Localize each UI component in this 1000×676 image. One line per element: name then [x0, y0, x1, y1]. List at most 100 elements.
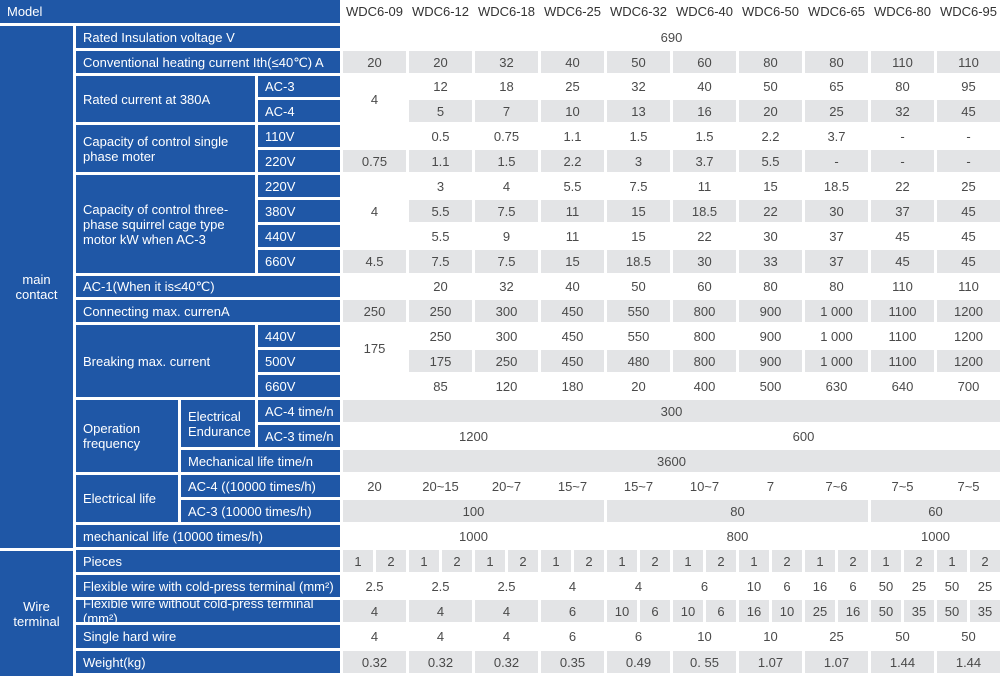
- row-14-value-6: 900: [739, 350, 802, 372]
- row-22-value-11: 1: [673, 550, 703, 572]
- row-22-value-15: 1: [805, 550, 835, 572]
- row-23-value-3: 2.5: [475, 575, 538, 597]
- row-12-value-6: 800: [673, 300, 736, 322]
- row-13-value-7: 900: [739, 325, 802, 347]
- row-15-value-6: 500: [739, 375, 802, 397]
- row-5-value-5: 1.5: [673, 125, 736, 147]
- row-26-value-4: 0.35: [541, 651, 604, 673]
- row-26-value-9: 1.44: [871, 651, 934, 673]
- model-header-3: WDC6-18: [475, 0, 538, 23]
- row-26-value-10: 1.44: [937, 651, 1000, 673]
- row-3-label-1: Rated current at 380A: [76, 76, 255, 122]
- row-10-label-1: 660V: [258, 250, 340, 273]
- row-15-value-3: 180: [541, 375, 604, 397]
- row-1-label-1: Rated Insulation voltage V: [76, 26, 340, 48]
- row-24-value-6: 6: [640, 600, 670, 622]
- row-12-value-4: 450: [541, 300, 604, 322]
- row-4-value-8: 32: [871, 100, 934, 122]
- row-14-value-2: 250: [475, 350, 538, 372]
- row-11-value-5: 60: [673, 276, 736, 297]
- row-22-value-2: 2: [376, 550, 406, 572]
- row-2-label-1: Conventional heating current Ith(≤40℃) A: [76, 51, 340, 73]
- row-3-value-8: 65: [805, 76, 868, 97]
- row-5-value-3: 1.1: [541, 125, 604, 147]
- row-24-value-2: 4: [409, 600, 472, 622]
- row-25-value-10: 50: [937, 625, 1000, 648]
- row-8-label-1-text: 380V: [265, 203, 296, 219]
- row-5-label-1-text: Capacity of control single phase moter: [83, 133, 229, 164]
- model-header-10: WDC6-95: [937, 0, 1000, 23]
- row-15-value-1: 85: [409, 375, 472, 397]
- row-13-label-1-text: Breaking max. current: [83, 353, 211, 369]
- row-8-value-1: 5.5: [409, 200, 472, 222]
- row-11-value-8: 110: [871, 276, 934, 297]
- row-24-value-1: 4: [343, 600, 406, 622]
- row-14-value-3: 450: [541, 350, 604, 372]
- row-3-value-4: 25: [541, 76, 604, 97]
- row-15-value-8: 640: [871, 375, 934, 397]
- row-18-label-1-text: Mechanical life time/n: [188, 453, 313, 469]
- row-21-value-2: 800: [607, 525, 868, 547]
- row-15-label-1-text: 660V: [265, 378, 296, 394]
- row-1-value-1: 690: [343, 26, 1000, 48]
- row-8-value-2: 7.5: [475, 200, 538, 222]
- row-19-label-1-text: Electrical life: [83, 491, 156, 506]
- row-8-value-8: 37: [871, 200, 934, 222]
- row-22-value-6: 2: [508, 550, 538, 572]
- row-11-value-1: 20: [409, 276, 472, 297]
- row-16-label-1: Operation frequency: [76, 400, 178, 472]
- row-25-value-3: 4: [475, 625, 538, 648]
- row-8-value-9: 45: [937, 200, 1000, 222]
- row-1-label-1-text: Rated Insulation voltage V: [83, 29, 235, 45]
- row-7-label-2: 220V: [258, 175, 340, 197]
- row-23-value-14: 25: [970, 575, 1000, 597]
- row-5-value-7: 3.7: [805, 125, 868, 147]
- row-15-value-2: 120: [475, 375, 538, 397]
- row-7-value-1: 4: [343, 175, 406, 247]
- model-header-7: WDC6-50: [739, 0, 802, 23]
- row-2-value-1: 20: [343, 51, 406, 73]
- row-9-value-5: 22: [673, 225, 736, 247]
- row-6-value-1: 0.75: [343, 150, 406, 172]
- row-13-value-8: 1 000: [805, 325, 868, 347]
- row-26-label-1: Weight(kg): [76, 651, 340, 673]
- row-19-value-7: 7: [739, 475, 802, 497]
- header-model-label: Model: [0, 0, 340, 23]
- row-26-value-5: 0.49: [607, 651, 670, 673]
- row-2-value-8: 80: [805, 51, 868, 73]
- row-10-label-1-text: 660V: [265, 254, 296, 269]
- row-24-value-8: 6: [706, 600, 736, 622]
- row-2-label-1-text: Conventional heating current Ith(≤40℃) A: [83, 54, 324, 70]
- model-header-1: WDC6-09: [343, 0, 406, 23]
- row-5-label-2: 110V: [258, 125, 340, 147]
- row-25-label-1: Single hard wire: [76, 625, 340, 648]
- row-22-value-5: 1: [475, 550, 505, 572]
- row-24-label-1-text: Flexible wire without cold-press termina…: [83, 600, 314, 622]
- row-4-value-6: 20: [739, 100, 802, 122]
- row-7-value-2: 3: [409, 175, 472, 197]
- row-2-value-9: 110: [871, 51, 934, 73]
- row-10-value-4: 15: [541, 250, 604, 273]
- row-5-value-8: -: [871, 125, 934, 147]
- row-2-value-10: 110: [937, 51, 1000, 73]
- row-9-label-1-text: 440V: [265, 228, 296, 244]
- row-22-value-1: 1: [343, 550, 373, 572]
- row-19-label-1: Electrical life: [76, 475, 178, 522]
- row-11-label-1: AC-1(When it is≤40℃): [76, 276, 340, 297]
- row-17-label-1-text: AC-3 time/n: [265, 428, 334, 444]
- row-22-label-1-text: Pieces: [83, 553, 123, 569]
- row-19-value-4: 15~7: [541, 475, 604, 497]
- row-7-value-9: 22: [871, 175, 934, 197]
- row-5-value-9: -: [937, 125, 1000, 147]
- row-24-value-5: 10: [607, 600, 637, 622]
- row-20-label-1-text: AC-3 (10000 times/h): [188, 503, 312, 519]
- row-23-value-7: 10: [739, 575, 769, 597]
- row-23-value-4: 4: [541, 575, 604, 597]
- row-23-value-12: 25: [904, 575, 934, 597]
- row-8-value-7: 30: [805, 200, 868, 222]
- row-10-value-9: 45: [871, 250, 934, 273]
- row-14-value-1: 175: [409, 350, 472, 372]
- row-2-value-7: 80: [739, 51, 802, 73]
- row-13-label-1: Breaking max. current: [76, 325, 255, 397]
- row-23-value-8: 6: [772, 575, 802, 597]
